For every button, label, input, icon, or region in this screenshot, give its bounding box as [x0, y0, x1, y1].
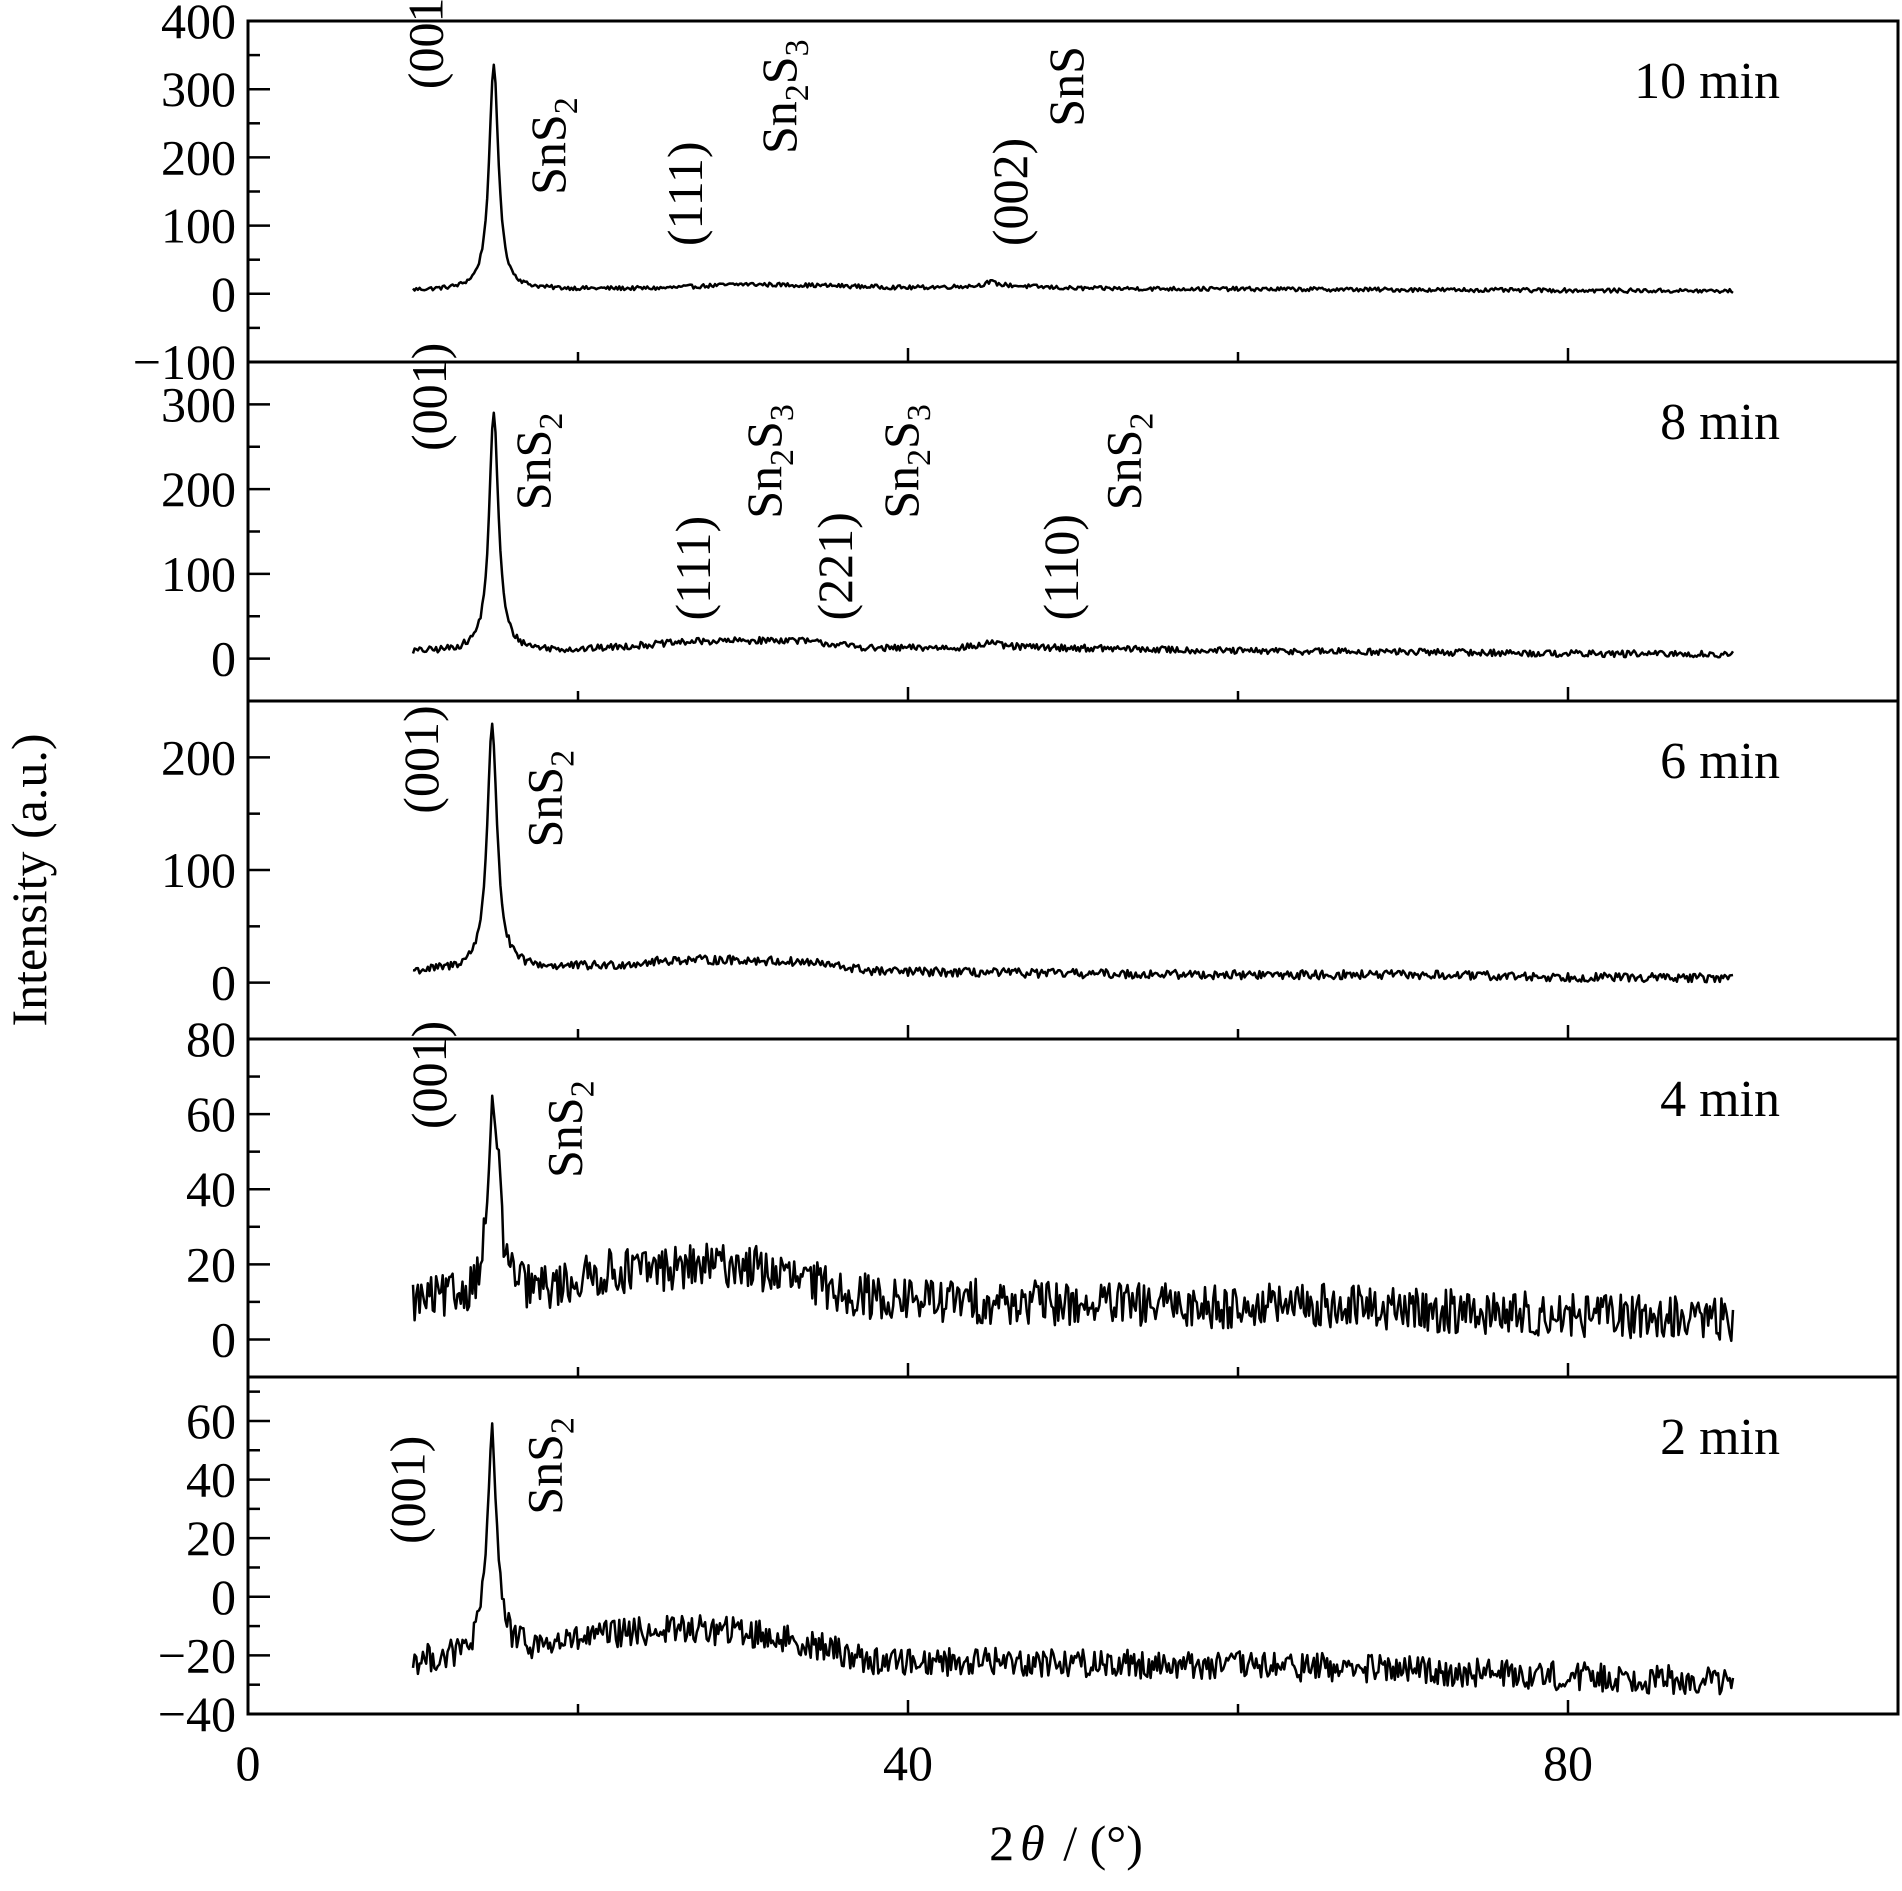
peak-annotation: (001)	[398, 0, 454, 89]
time-label: 4 min	[1660, 1071, 1780, 1128]
panel-2: 0 100 200 6 min (001) SnS2	[161, 699, 1900, 1041]
peak-annotation: SnS2	[1096, 413, 1161, 511]
peak-annotation: Sn2S3	[751, 39, 816, 154]
y-tick-label: 0	[211, 1311, 236, 1367]
panel-frame	[246, 1037, 1900, 1379]
y-tick-label: 200	[161, 129, 236, 185]
time-label: 10 min	[1634, 53, 1780, 110]
y-tick-label: 0	[211, 955, 236, 1011]
panel-0: −100 0 100 200 300 400 10 min (001) SnS2 (111) Sn2…	[133, 0, 1900, 390]
y-tick-label: 20	[186, 1510, 236, 1566]
y-tick-label: 200	[161, 729, 236, 785]
time-label: 8 min	[1660, 394, 1780, 451]
y-tick-label: −100	[133, 334, 236, 390]
y-tick-label: 100	[161, 842, 236, 898]
x-tick-label: 0	[236, 1735, 261, 1791]
peak-annotation: SnS2	[536, 1080, 601, 1178]
series-line	[412, 722, 1734, 984]
series-line	[411, 1422, 1735, 1696]
x-axis-title-suffix: / (°)	[1051, 1815, 1143, 1871]
peak-annotation: (110)	[1033, 514, 1089, 620]
y-tick-label: 40	[186, 1161, 236, 1217]
peak-annotation: SnS2	[520, 97, 585, 195]
y-tick-label: 0	[211, 1569, 236, 1625]
peak-annotation: (221)	[807, 512, 863, 620]
x-tick-label: 80	[1543, 1735, 1593, 1791]
panel-frame	[246, 1375, 1900, 1716]
peak-annotation: (001)	[401, 1021, 457, 1129]
y-tick-label: 60	[186, 1086, 236, 1142]
peak-annotation: SnS2	[517, 750, 582, 848]
y-tick-label: 0	[211, 266, 236, 322]
series-line	[412, 63, 1734, 294]
peak-annotation: (111)	[665, 516, 721, 621]
peak-annotation: Sn2S3	[736, 404, 801, 519]
peak-annotation: Sn2S3	[873, 404, 938, 519]
y-tick-label: 80	[186, 1011, 236, 1067]
y-tick-label: 400	[161, 0, 236, 49]
x-tick-label: 40	[883, 1735, 933, 1791]
y-tick-label: −20	[158, 1627, 236, 1683]
peak-annotation: SnS2	[505, 413, 570, 511]
peak-annotation: SnS	[1038, 46, 1094, 127]
time-label: 6 min	[1660, 733, 1780, 790]
peak-annotation: (001)	[401, 343, 457, 451]
x-axis-title-prefix: 2	[989, 1815, 1014, 1871]
peak-annotation: (111)	[657, 142, 713, 247]
panel-frame	[246, 699, 1900, 1041]
y-tick-label: 100	[161, 546, 236, 602]
series-line	[411, 1094, 1735, 1343]
y-tick-label: 20	[186, 1236, 236, 1292]
peak-annotation: (002)	[982, 138, 1038, 246]
peak-annotation: (001)	[380, 1436, 436, 1544]
panel-3: 0 20 40 60 80 4 min (001) SnS2	[186, 1011, 1900, 1379]
y-tick-label: 60	[186, 1393, 236, 1449]
series-line	[411, 411, 1735, 659]
y-axis-title: Intensity (a.u.)	[1, 734, 57, 1027]
y-tick-label: −40	[158, 1686, 236, 1742]
x-axis-title-symbol: θ	[1020, 1815, 1045, 1871]
y-tick-label: 200	[161, 461, 236, 517]
peak-annotation: SnS2	[517, 1417, 582, 1515]
y-tick-label: 0	[211, 631, 236, 687]
peak-annotation: (001)	[393, 705, 449, 813]
x-axis: 0 40 80	[236, 1735, 1594, 1791]
y-tick-label: 100	[161, 198, 236, 254]
y-tick-label: 40	[186, 1452, 236, 1508]
y-tick-label: 300	[161, 61, 236, 117]
time-label: 2 min	[1660, 1409, 1780, 1466]
y-tick-label: 300	[161, 376, 236, 432]
